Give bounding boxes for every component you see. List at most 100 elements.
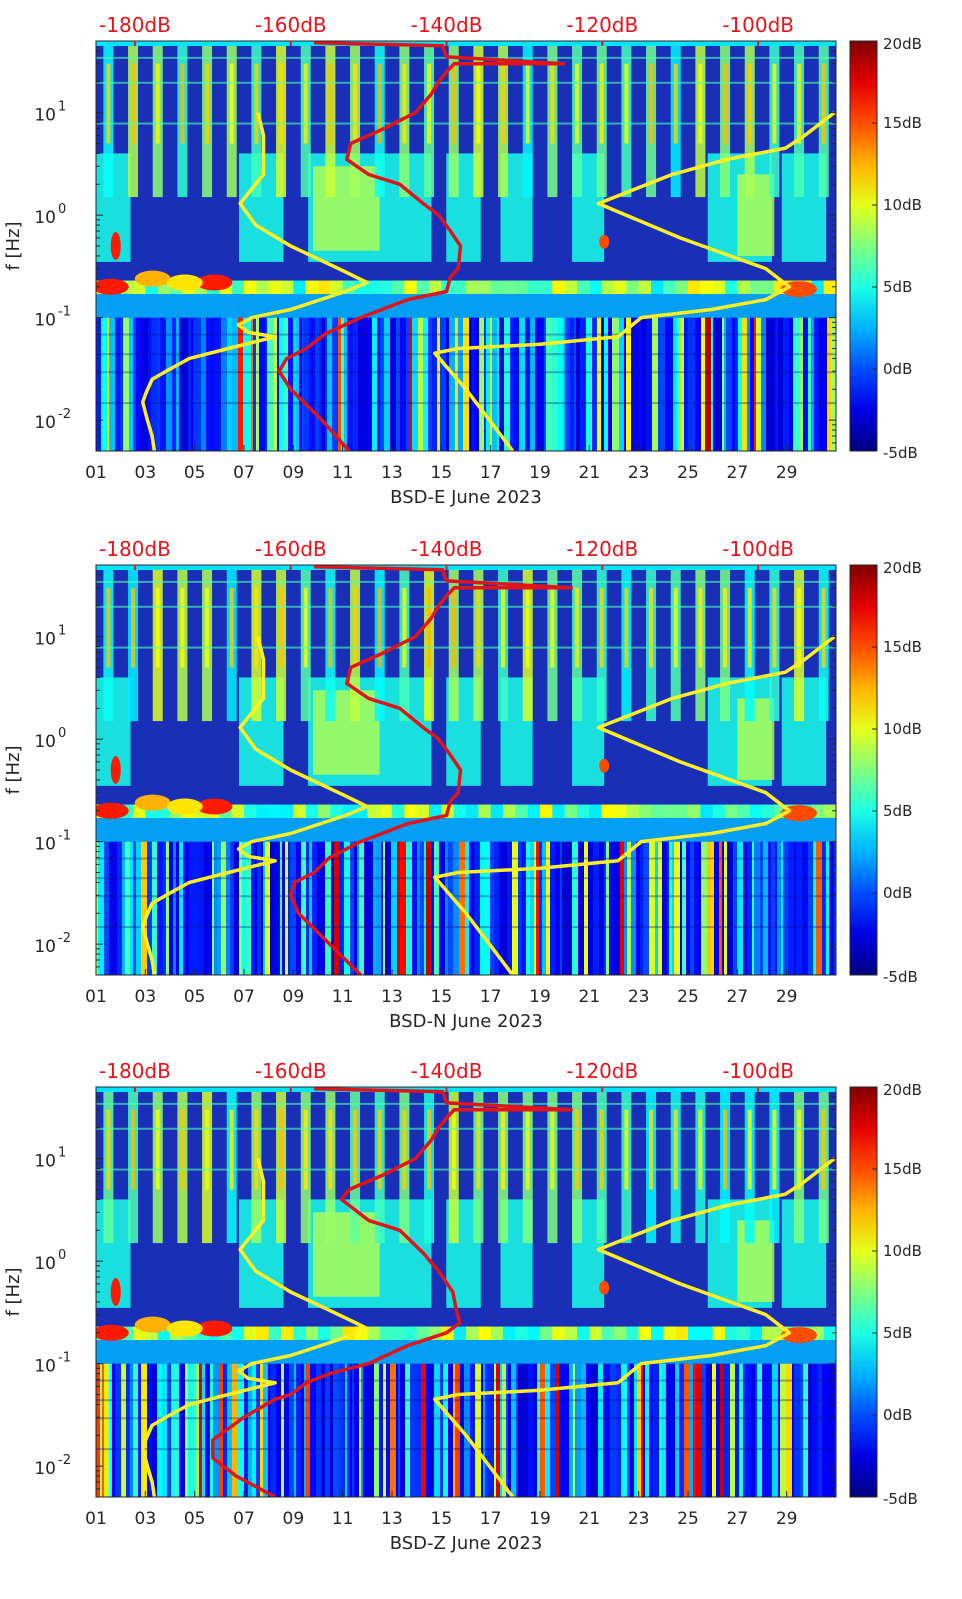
heatmap-cell: [299, 841, 301, 975]
heatmap-cell: [711, 841, 714, 975]
heatmap-cell: [377, 63, 382, 144]
y-tick-label: 10: [34, 413, 56, 433]
heatmap-cell: [176, 1363, 179, 1497]
heatmap-cell: [289, 1363, 294, 1497]
heatmap-cell: [449, 317, 455, 451]
heatmap-cell: [557, 317, 563, 451]
heatmap-cell: [455, 317, 458, 451]
heatmap-cell: [599, 841, 604, 975]
heatmap-cell: [577, 280, 591, 295]
heatmap-cell: [499, 841, 501, 975]
heatmap-cell: [716, 317, 722, 451]
heatmap-cell: [212, 841, 214, 975]
x-tick-label: 25: [677, 987, 699, 1007]
heatmap-cell: [794, 841, 796, 975]
heatmap-cell: [96, 1127, 836, 1130]
heatmap-cell: [575, 1109, 580, 1190]
heatmap-cell: [720, 1363, 724, 1497]
heatmap-cell: [179, 317, 182, 451]
heatmap-cell: [402, 587, 407, 668]
heatmap-cell: [627, 841, 631, 975]
y-tick-label: 10: [34, 1152, 56, 1172]
heatmap-cell: [610, 317, 612, 451]
heatmap-cell: [325, 317, 327, 451]
heatmap-cell: [762, 1363, 768, 1497]
heatmap-cell: [255, 841, 257, 975]
heatmap-cell: [827, 317, 831, 451]
heatmap-cell: [655, 841, 658, 975]
heatmap-cell: [808, 317, 811, 451]
heatmap-cell: [364, 841, 369, 975]
heatmap-cell: [279, 587, 284, 668]
colorbar-tick-label: 15dB: [883, 114, 922, 132]
heatmap-cell: [825, 1363, 830, 1497]
heatmap-cell: [306, 841, 309, 975]
heatmap-cell: [598, 1363, 603, 1497]
heatmap-cell: [699, 841, 701, 975]
heatmap-cell: [515, 1326, 529, 1341]
top-axis-label: -160dB: [255, 537, 327, 561]
heatmap-cell: [565, 317, 570, 451]
heatmap-cell: [624, 1109, 629, 1190]
heatmap-cell: [246, 841, 251, 975]
heatmap-cell: [646, 317, 652, 451]
heatmap-cell: [313, 166, 380, 251]
heatmap-cell: [631, 841, 636, 975]
x-tick-label: 27: [727, 463, 749, 483]
heatmap-cell: [688, 1326, 702, 1341]
heatmap-cell: [437, 317, 440, 451]
heatmap-cell: [98, 841, 104, 975]
heatmap-cell: [180, 587, 185, 668]
heatmap-cell: [480, 841, 484, 975]
y-tick-label: 10: [34, 106, 56, 126]
heatmap-cell: [384, 317, 390, 451]
heatmap-cell: [206, 317, 210, 451]
heatmap-cell: [380, 317, 384, 451]
y-tick-label: 10: [34, 732, 56, 752]
heatmap-cell: [96, 1379, 836, 1382]
heatmap-cell: [627, 1363, 630, 1497]
heatmap-cell: [417, 841, 420, 975]
heatmap-cell: [527, 804, 541, 819]
heatmap-cell: [332, 317, 335, 451]
x-tick-label: 23: [628, 1509, 650, 1529]
heatmap-cell: [679, 317, 684, 451]
heatmap-cell: [352, 1363, 354, 1497]
heatmap-cell: [521, 841, 526, 975]
heatmap-cell: [304, 317, 309, 451]
heatmap-cell: [673, 1363, 675, 1497]
heatmap-cell: [745, 1363, 751, 1497]
heatmap-cell: [406, 841, 412, 975]
heatmap-cell: [735, 1363, 739, 1497]
heatmap-cell: [427, 63, 432, 144]
heatmap-cell: [136, 317, 142, 451]
heatmap-cell: [377, 587, 382, 668]
heatmap-cell: [245, 317, 251, 451]
x-tick-label: 13: [381, 463, 403, 483]
heatmap-cell: [641, 1363, 643, 1497]
heatmap-cell: [279, 1109, 284, 1190]
top-axis-label: -160dB: [255, 1059, 327, 1083]
heatmap-cell: [575, 587, 580, 668]
y-tick-exponent: 1: [58, 624, 66, 639]
heatmap-cell: [617, 841, 620, 975]
noise-model-line: [140, 112, 369, 451]
heatmap-cell: [396, 1363, 398, 1497]
heatmap-cell: [96, 317, 101, 451]
x-tick-label: 29: [776, 987, 798, 1007]
heatmap-cell: [205, 1363, 208, 1497]
heatmap-cell: [672, 841, 674, 975]
x-tick-label: 17: [480, 987, 502, 1007]
heatmap-cell: [451, 63, 456, 144]
noise-model-line: [433, 635, 836, 975]
y-axis-label: f [Hz]: [3, 221, 24, 270]
heatmap-cell: [284, 1363, 289, 1497]
heatmap-cell: [500, 1363, 502, 1497]
heatmap-cell: [371, 841, 373, 975]
heatmap-cell: [478, 1326, 492, 1341]
heatmap-cell: [826, 841, 829, 975]
heatmap-cell: [546, 841, 550, 975]
heatmap-cell: [290, 841, 296, 975]
heatmap-cell: [368, 317, 372, 451]
